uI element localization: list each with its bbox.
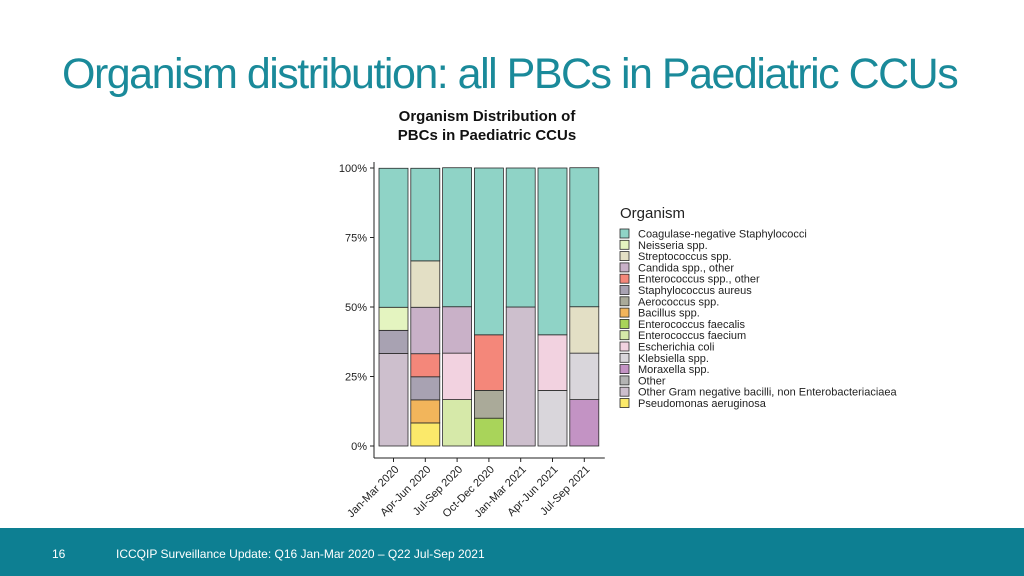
bar-segment <box>410 306 441 355</box>
legend-swatch <box>619 251 630 262</box>
legend-label: Enterococcus faecalis <box>638 319 745 331</box>
bar-segment <box>378 167 409 308</box>
bar-segment <box>410 167 441 262</box>
bar-segment <box>569 306 600 354</box>
bar-segment <box>473 417 504 447</box>
legend-swatch <box>619 262 630 273</box>
bar-segment <box>410 422 441 447</box>
footer-text: ICCQIP Surveillance Update: Q16 Jan-Mar … <box>116 547 485 561</box>
bar-segment <box>410 260 441 308</box>
bar-segment <box>473 334 504 391</box>
legend-label: Enterococcus faecium <box>638 330 746 342</box>
legend-label: Other <box>638 375 666 387</box>
legend-swatch <box>619 398 630 408</box>
bar-segment <box>410 399 441 424</box>
chart-title-line: PBCs in Paediatric CCUs <box>398 127 576 144</box>
bar-segment <box>410 376 441 401</box>
legend-swatch <box>619 386 630 397</box>
bar-segment <box>537 334 568 391</box>
chart: Organism Distribution of PBCs in Paediatr… <box>339 108 898 520</box>
footer-bar: 16 ICCQIP Surveillance Update: Q16 Jan-M… <box>0 528 1024 576</box>
page-number: 16 <box>52 547 66 561</box>
legend-label: Coagulase-negative Staphylococci <box>638 229 807 241</box>
bar-segment <box>410 353 441 378</box>
y-tick-label: 100% <box>339 163 367 175</box>
bar-segment <box>569 167 600 308</box>
legend-swatch <box>619 296 630 307</box>
bar-segment <box>473 167 504 336</box>
bar-segment <box>505 306 536 447</box>
bar-segment <box>537 389 568 447</box>
bar-segment <box>442 167 473 308</box>
legend-label: Neisseria spp. <box>638 240 708 252</box>
legend-swatch <box>619 273 630 284</box>
chart-title-line: Organism Distribution of <box>399 108 577 125</box>
legend-title: Organism <box>620 205 685 222</box>
bar-segment <box>505 167 536 308</box>
legend-swatch <box>619 341 630 352</box>
legend-label: Staphylococcus aureus <box>638 285 752 297</box>
bar-segment <box>378 329 409 354</box>
y-tick-label: 75% <box>345 233 367 245</box>
legend-swatch <box>619 318 630 329</box>
bar-segment <box>442 306 473 354</box>
legend-label: Aerococcus spp. <box>638 296 719 308</box>
bar-segment <box>569 352 600 400</box>
legend-label: Enterococcus spp., other <box>638 274 760 286</box>
bar-segment <box>378 353 409 447</box>
bar-segment <box>473 389 504 419</box>
bar-segment <box>378 306 409 331</box>
bar-segment <box>569 399 600 447</box>
legend-label: Klebsiella spp. <box>638 353 709 365</box>
slide-title: Organism distribution: all PBCs in Paedi… <box>62 50 959 98</box>
legend-label: Escherichia coli <box>638 342 714 354</box>
bar-segment <box>442 352 473 400</box>
legend-swatch <box>619 228 630 239</box>
legend-swatch <box>619 375 630 386</box>
legend-swatch <box>619 330 630 341</box>
legend-label: Moraxella spp. <box>638 364 710 376</box>
y-tick-label: 50% <box>345 302 367 314</box>
legend-label: Streptococcus spp. <box>638 251 732 263</box>
legend-label: Other Gram negative bacilli, non Enterob… <box>638 387 898 399</box>
legend-swatch <box>619 239 630 250</box>
legend-swatch <box>619 352 630 363</box>
y-tick-label: 25% <box>345 372 367 384</box>
y-tick-label: 0% <box>351 441 367 453</box>
legend-label: Bacillus spp. <box>638 308 700 320</box>
legend-label: Pseudomonas aeruginosa <box>638 398 767 410</box>
legend-swatch <box>619 285 630 295</box>
bar-segment <box>537 167 568 336</box>
legend-label: Candida spp., other <box>638 262 734 274</box>
legend-swatch <box>619 364 630 375</box>
bar-segment <box>442 399 473 447</box>
legend-swatch <box>619 307 630 318</box>
